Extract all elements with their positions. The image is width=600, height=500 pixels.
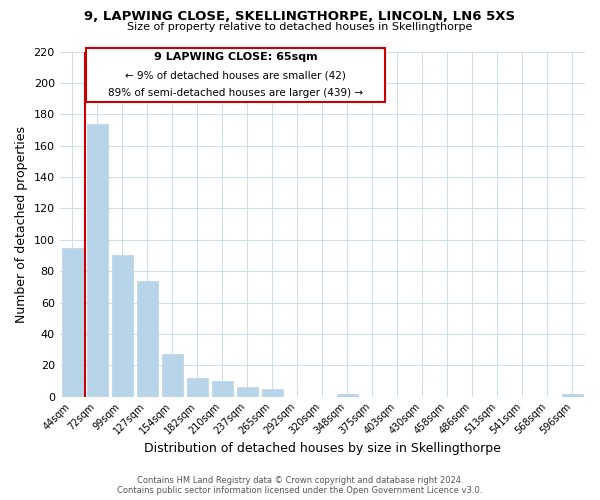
Bar [62, 248, 83, 396]
Bar [187, 378, 208, 396]
Text: ← 9% of detached houses are smaller (42): ← 9% of detached houses are smaller (42) [125, 70, 346, 80]
Text: 9 LAPWING CLOSE: 65sqm: 9 LAPWING CLOSE: 65sqm [154, 52, 317, 62]
Bar [262, 389, 283, 396]
Text: 89% of semi-detached houses are larger (439) →: 89% of semi-detached houses are larger (… [108, 88, 363, 98]
Bar [86, 124, 108, 396]
Text: Size of property relative to detached houses in Skellingthorpe: Size of property relative to detached ho… [127, 22, 473, 32]
X-axis label: Distribution of detached houses by size in Skellingthorpe: Distribution of detached houses by size … [144, 442, 501, 455]
Bar [212, 381, 233, 396]
Text: Contains HM Land Registry data © Crown copyright and database right 2024.
Contai: Contains HM Land Registry data © Crown c… [118, 476, 482, 495]
Bar [236, 388, 258, 396]
Bar [161, 354, 183, 397]
Bar [137, 280, 158, 396]
Bar [112, 256, 133, 396]
Bar [562, 394, 583, 396]
Text: 9, LAPWING CLOSE, SKELLINGTHORPE, LINCOLN, LN6 5XS: 9, LAPWING CLOSE, SKELLINGTHORPE, LINCOL… [85, 10, 515, 23]
Bar [337, 394, 358, 396]
FancyBboxPatch shape [86, 48, 385, 102]
Y-axis label: Number of detached properties: Number of detached properties [15, 126, 28, 322]
